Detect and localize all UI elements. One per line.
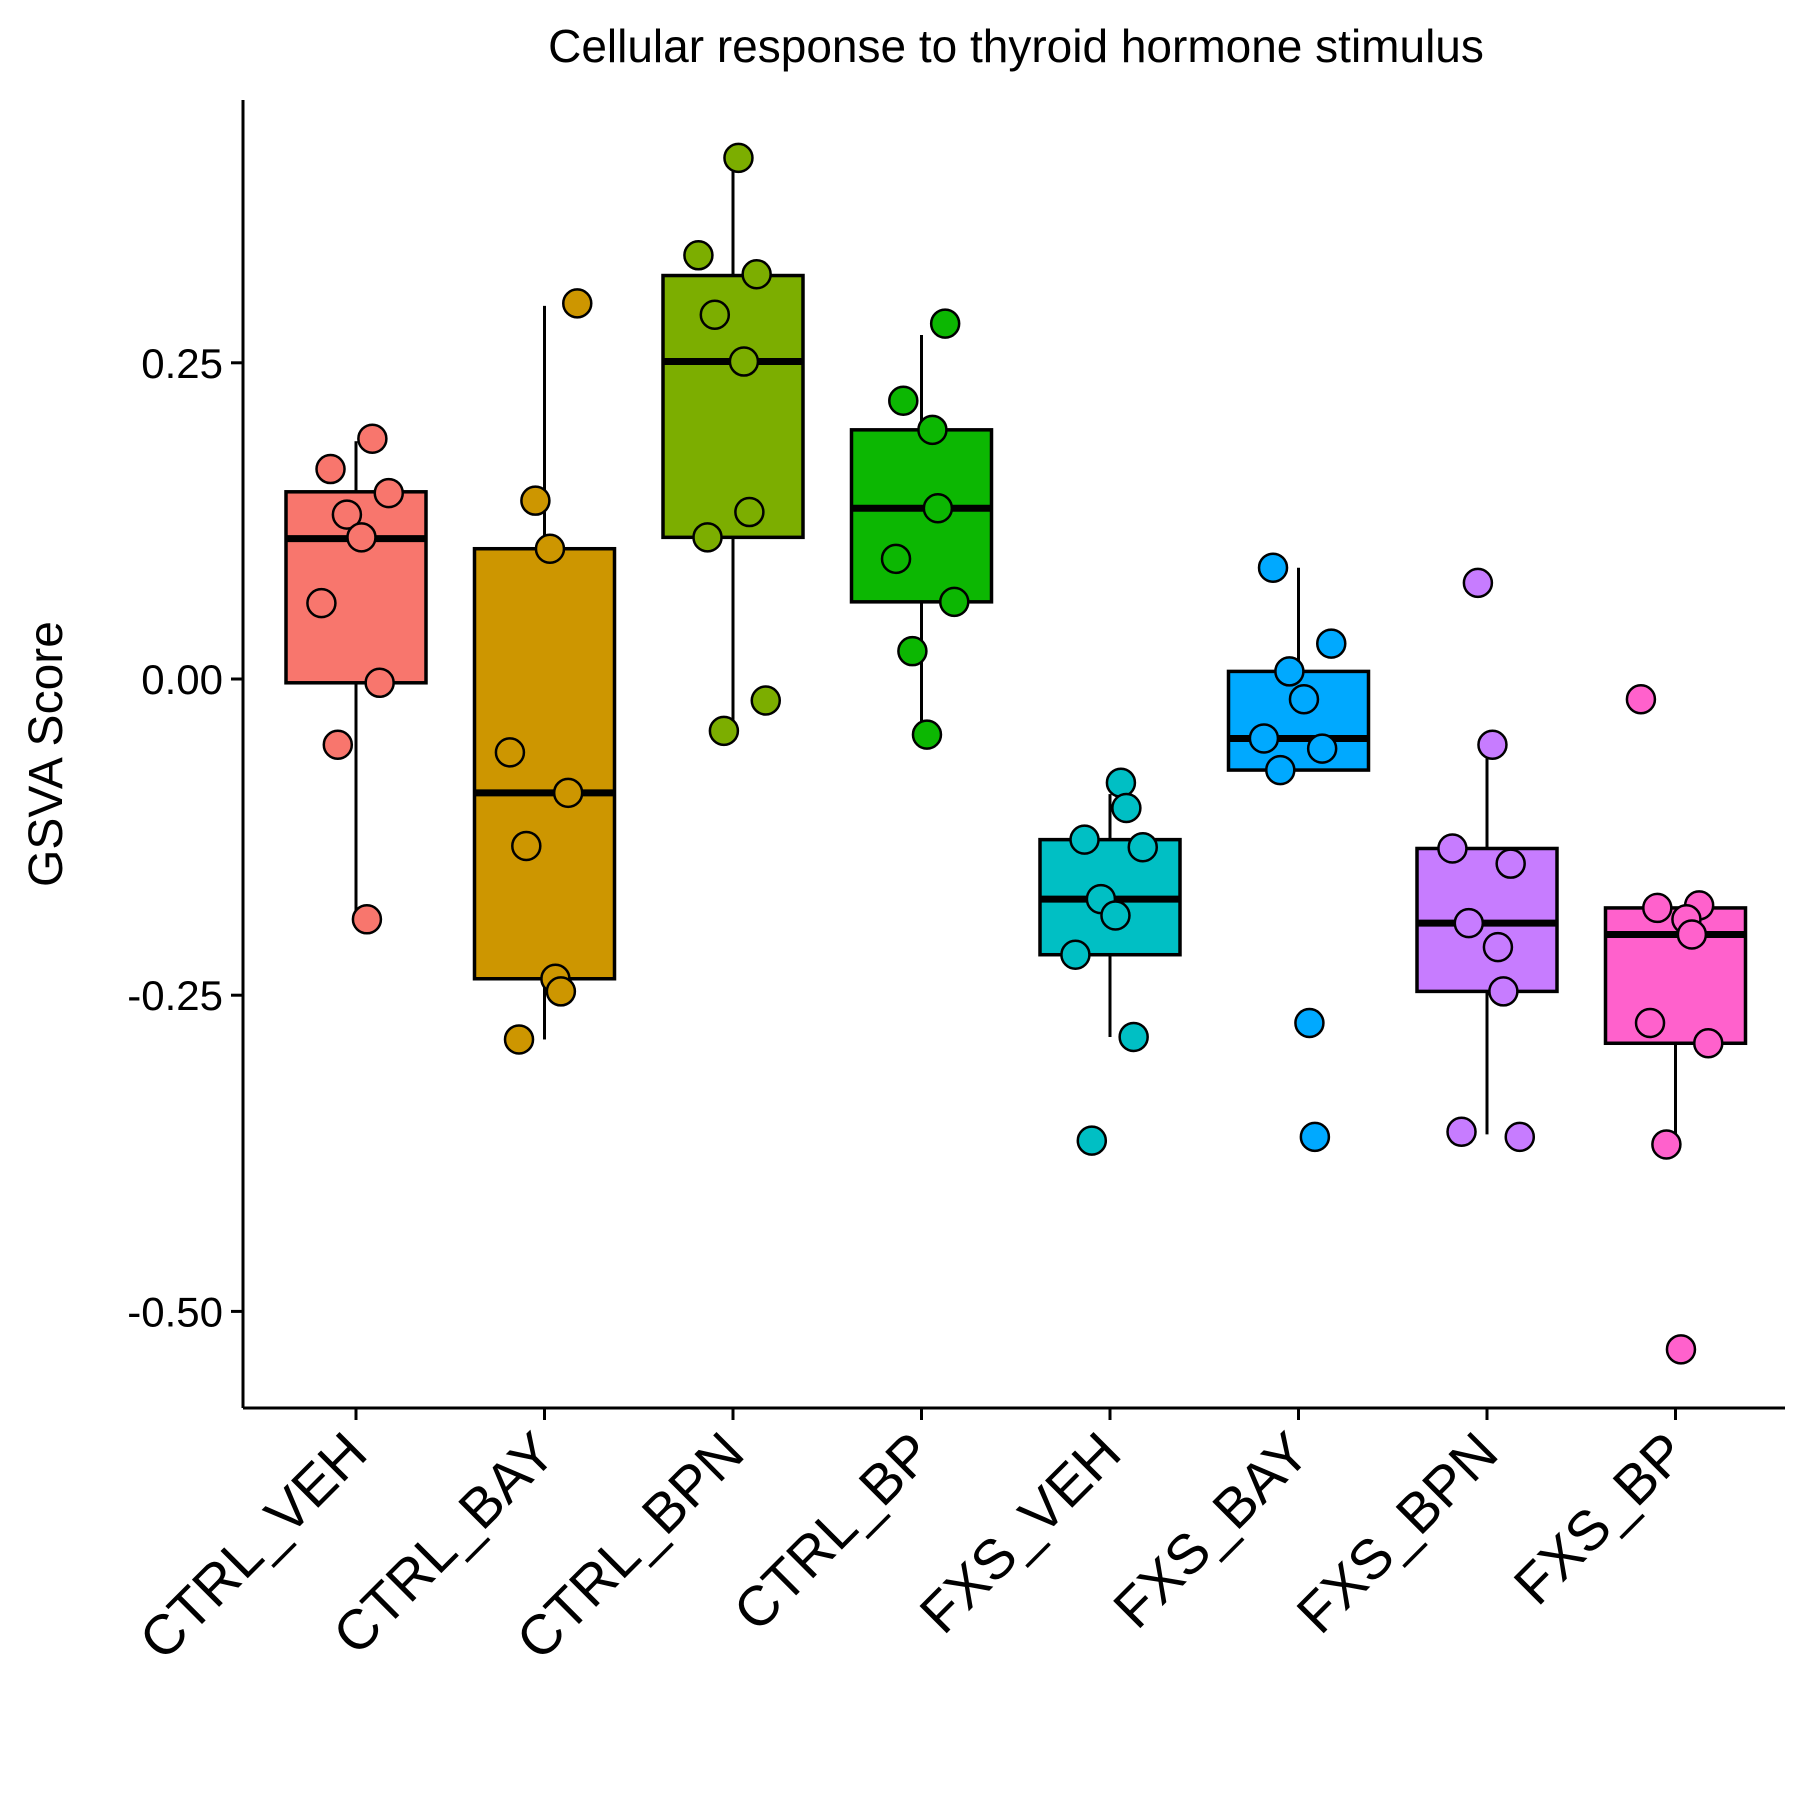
y-tick-label: 0.25: [141, 340, 223, 387]
data-point: [911, 719, 943, 750]
x-tick-label: FXS_VEH: [907, 1420, 1132, 1645]
data-point: [1437, 833, 1468, 864]
box-ctrl-bay: [472, 546, 617, 981]
data-point: [708, 715, 740, 747]
data-point: [1299, 1121, 1331, 1153]
data-point: [1118, 1021, 1149, 1053]
data-point: [1069, 824, 1100, 855]
chart-title: Cellular response to thyroid hormone sti…: [548, 20, 1484, 72]
data-point: [728, 346, 760, 377]
data-point: [322, 729, 354, 761]
data-point: [534, 533, 566, 564]
data-point: [683, 240, 714, 271]
data-point: [1274, 656, 1305, 687]
data-point: [917, 414, 948, 446]
data-point: [351, 904, 383, 935]
data-point: [723, 142, 754, 174]
data-point: [888, 385, 919, 416]
plot-area: 0.250.00-0.25-0.50CTRL_VEHCTRL_BAYCTRL_B…: [127, 100, 1785, 1671]
y-tick-label: -0.50: [127, 1288, 223, 1335]
data-point: [1482, 931, 1514, 963]
data-point: [897, 635, 928, 667]
data-point: [503, 1024, 535, 1055]
data-point: [1642, 892, 1673, 924]
data-point: [1060, 939, 1091, 970]
data-point: [734, 496, 765, 528]
data-point: [1076, 1125, 1108, 1156]
y-tick-label: -0.25: [127, 972, 223, 1019]
data-point: [1495, 848, 1526, 879]
x-tick-label: FXS_BAY: [1101, 1420, 1321, 1640]
data-point: [1288, 683, 1320, 715]
box-ctrl-bp: [849, 428, 994, 604]
data-point: [939, 586, 970, 618]
data-point: [929, 308, 961, 339]
data-point: [1294, 1007, 1325, 1039]
data-point: [1634, 1007, 1666, 1039]
data-point: [346, 522, 377, 553]
data-point: [1100, 900, 1131, 931]
data-point: [1477, 729, 1508, 761]
data-point: [1265, 754, 1296, 786]
data-point: [1248, 723, 1280, 754]
data-point: [1651, 1129, 1682, 1160]
data-point: [741, 259, 772, 290]
y-axis-label: GSVA Score: [20, 621, 73, 887]
box-ctrl-bpn: [661, 273, 805, 540]
data-point: [1127, 831, 1159, 863]
data-point: [1316, 628, 1347, 659]
data-point: [1453, 907, 1485, 939]
data-point: [306, 587, 337, 619]
data-point: [699, 299, 731, 330]
data-point: [315, 453, 346, 485]
data-point: [692, 522, 723, 553]
data-point: [1504, 1121, 1536, 1153]
data-point: [364, 667, 395, 699]
data-point: [1111, 792, 1142, 824]
data-point: [880, 543, 912, 575]
data-point: [373, 477, 405, 509]
box-fxs-bp: [1603, 906, 1748, 1046]
data-point: [1105, 767, 1137, 798]
data-point: [357, 423, 388, 454]
data-point: [552, 777, 584, 809]
data-point: [1693, 1028, 1724, 1059]
data-point: [494, 737, 526, 768]
data-point: [511, 830, 542, 862]
data-point: [750, 685, 782, 716]
data-point: [331, 499, 363, 530]
data-point: [922, 493, 954, 524]
data-point: [1665, 1334, 1697, 1365]
data-point: [1625, 683, 1657, 715]
data-point: [562, 288, 593, 319]
data-point: [1462, 567, 1494, 599]
y-tick-label: 0.00: [141, 656, 223, 703]
data-point: [545, 976, 577, 1007]
data-point: [1446, 1116, 1477, 1148]
data-point: [1488, 976, 1519, 1007]
data-point: [1306, 733, 1338, 764]
data-point: [1676, 919, 1708, 950]
x-tick-label: CTRL_BP: [721, 1420, 944, 1643]
data-point: [1257, 552, 1289, 583]
x-tick-label: FXS_BPN: [1284, 1420, 1509, 1645]
data-point: [520, 485, 551, 516]
x-tick-label: FXS_BP: [1502, 1420, 1698, 1616]
